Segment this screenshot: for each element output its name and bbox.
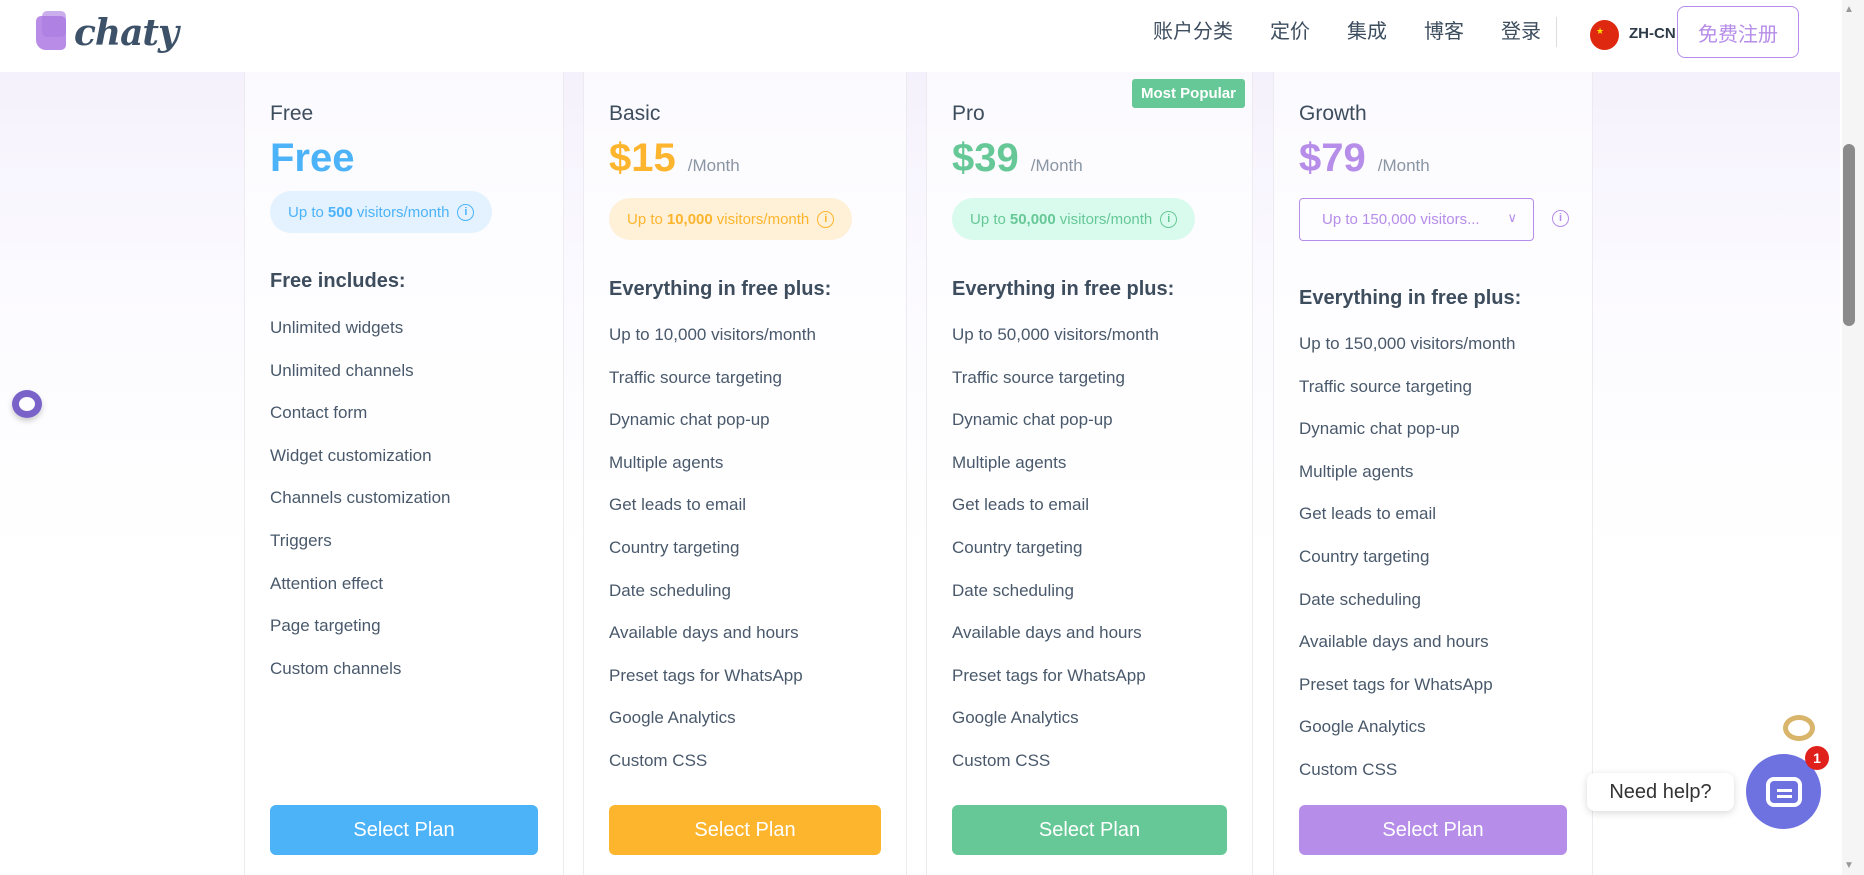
select-plan-button[interactable]: Select Plan xyxy=(270,805,538,855)
feature-item: Country targeting xyxy=(1299,546,1430,566)
feature-item: Unlimited widgets xyxy=(270,318,404,337)
visitors-pill: Up to 50,000 visitors/month i xyxy=(952,198,1196,240)
nav-divider xyxy=(1556,17,1557,47)
scrollbar[interactable]: ▲ ▼ xyxy=(1842,0,1864,875)
feature-item: Preset tags for WhatsApp xyxy=(1299,674,1493,694)
feature-item: Attention effect xyxy=(270,573,384,593)
scroll-up-icon[interactable]: ▲ xyxy=(1844,4,1854,15)
feature-item: Widget customization xyxy=(270,445,432,465)
decorative-gold-ring-icon xyxy=(1783,715,1815,741)
feature-item: Get leads to email xyxy=(952,495,1090,515)
feature-list: Up to 10,000 visitors/month Traffic sour… xyxy=(609,325,816,794)
most-popular-badge: Most Popular xyxy=(1131,79,1245,108)
feature-item: Custom channels xyxy=(270,658,402,678)
notification-badge: 1 xyxy=(1805,746,1829,770)
info-icon[interactable]: i xyxy=(1160,210,1178,228)
plan-card-free: Free Free Up to 500 visitors/month i Free i… xyxy=(244,72,564,875)
feature-item: Country targeting xyxy=(952,537,1083,557)
feature-item: Get leads to email xyxy=(1299,504,1437,524)
select-plan-button[interactable]: Select Plan xyxy=(609,805,881,855)
nav-pricing[interactable]: 定价 xyxy=(1270,21,1310,43)
select-plan-button[interactable]: Select Plan xyxy=(1299,805,1567,855)
plan-name: Basic xyxy=(609,102,661,125)
feature-item: Preset tags for WhatsApp xyxy=(952,665,1146,685)
plan-card-pro: Most Popular Pro $39/Month Up to 50,000 vi… xyxy=(926,72,1253,875)
feature-item: Channels customization xyxy=(270,488,451,508)
feature-item: Google Analytics xyxy=(952,708,1079,728)
chat-bubble-logo-icon xyxy=(36,11,66,50)
plan-card-growth: Growth $79/Month Up to 150,000 visitors.… xyxy=(1273,72,1593,875)
feature-list: Up to 150,000 visitors/month Traffic sou… xyxy=(1299,334,1515,803)
plan-name: Free xyxy=(270,102,314,125)
chat-icon xyxy=(1765,776,1802,807)
feature-item: Traffic source targeting xyxy=(1299,376,1472,396)
feature-item: Traffic source targeting xyxy=(952,367,1125,387)
feature-item: Date scheduling xyxy=(1299,589,1421,609)
need-help-label[interactable]: Need help? xyxy=(1587,773,1734,811)
visitors-pill: Up to 10,000 visitors/month i xyxy=(609,198,853,240)
plan-price: Free xyxy=(270,136,355,180)
feature-item: Get leads to email xyxy=(609,495,747,515)
chaty-logo[interactable]: chaty xyxy=(36,11,179,54)
info-icon[interactable]: i xyxy=(457,203,475,221)
feature-item: Custom CSS xyxy=(1299,759,1398,779)
scrollbar-thumb[interactable] xyxy=(1843,144,1855,326)
feature-item: Traffic source targeting xyxy=(609,367,782,387)
language-selector[interactable]: ZH-CN xyxy=(1629,25,1676,42)
features-heading: Everything in free plus: xyxy=(609,278,832,300)
visitors-pill: Up to 500 visitors/month i xyxy=(270,191,493,233)
plan-card-basic: Basic $15/Month Up to 10,000 visitors/mont… xyxy=(583,72,907,875)
main-nav: 账户分类 定价 集成 博客 登录 xyxy=(1153,16,1578,48)
feature-list: Unlimited widgets Unlimited channels Con… xyxy=(270,318,450,701)
feature-item: Available days and hours xyxy=(1299,632,1489,652)
feature-item: Custom CSS xyxy=(952,750,1051,770)
feature-item: Multiple agents xyxy=(1299,461,1414,481)
feature-item: Google Analytics xyxy=(609,708,736,728)
nav-login[interactable]: 登录 xyxy=(1501,21,1541,43)
plan-name: Growth xyxy=(1299,102,1367,125)
site-header: chaty 账户分类 定价 集成 博客 登录 ★ ZH-CN 免费注册 xyxy=(0,0,1840,72)
feature-item: Up to 150,000 visitors/month xyxy=(1299,334,1516,353)
logo-text: chaty xyxy=(74,12,179,54)
nav-categories[interactable]: 账户分类 xyxy=(1153,21,1233,43)
feature-item: Available days and hours xyxy=(952,623,1142,643)
feature-item: Page targeting xyxy=(270,616,381,636)
info-icon[interactable]: i xyxy=(1552,210,1569,227)
feature-item: Contact form xyxy=(270,403,368,423)
plan-price: $79/Month xyxy=(1299,136,1430,180)
info-icon[interactable]: i xyxy=(817,210,835,228)
feature-item: Available days and hours xyxy=(609,623,799,643)
scroll-down-icon[interactable]: ▼ xyxy=(1844,860,1854,871)
feature-item: Triggers xyxy=(270,530,332,550)
nav-blog[interactable]: 博客 xyxy=(1424,21,1464,43)
visitors-dropdown[interactable]: Up to 150,000 visitors... ∨ xyxy=(1299,198,1534,241)
select-plan-button[interactable]: Select Plan xyxy=(952,805,1227,855)
feature-item: Custom CSS xyxy=(609,750,708,770)
feature-item: Dynamic chat pop-up xyxy=(1299,419,1460,439)
feature-item: Date scheduling xyxy=(952,580,1074,600)
feature-item: Up to 50,000 visitors/month xyxy=(952,325,1159,344)
feature-list: Up to 50,000 visitors/month Traffic sour… xyxy=(952,325,1159,794)
signup-button[interactable]: 免费注册 xyxy=(1677,6,1799,58)
feature-item: Multiple agents xyxy=(609,452,724,472)
feature-item: Multiple agents xyxy=(952,452,1067,472)
features-heading: Everything in free plus: xyxy=(1299,287,1522,309)
feature-item: Date scheduling xyxy=(609,580,731,600)
features-heading: Everything in free plus: xyxy=(952,278,1175,300)
feature-item: Country targeting xyxy=(609,537,740,557)
feature-item: Up to 10,000 visitors/month xyxy=(609,325,816,344)
plan-price: $39/Month xyxy=(952,136,1083,180)
feature-item: Dynamic chat pop-up xyxy=(952,410,1113,430)
chevron-down-icon: ∨ xyxy=(1507,210,1517,225)
feature-item: Preset tags for WhatsApp xyxy=(609,665,803,685)
decorative-ring-icon xyxy=(12,390,42,418)
plan-price: $15/Month xyxy=(609,136,740,180)
plan-name: Pro xyxy=(952,102,985,125)
feature-item: Google Analytics xyxy=(1299,717,1426,737)
nav-integrations[interactable]: 集成 xyxy=(1347,21,1387,43)
china-flag-icon[interactable]: ★ xyxy=(1590,20,1619,50)
feature-item: Dynamic chat pop-up xyxy=(609,410,770,430)
features-heading: Free includes: xyxy=(270,270,406,292)
feature-item: Unlimited channels xyxy=(270,360,414,380)
